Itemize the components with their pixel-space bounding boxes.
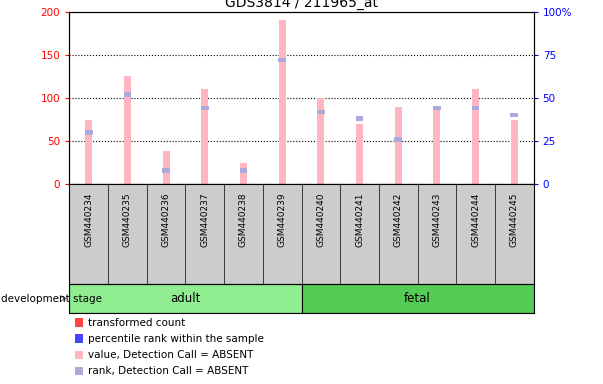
Text: GSM440235: GSM440235 bbox=[123, 192, 132, 247]
Text: GSM440234: GSM440234 bbox=[84, 192, 93, 247]
Bar bbox=[163, 152, 169, 184]
Text: GSM440238: GSM440238 bbox=[239, 192, 248, 247]
Bar bbox=[511, 113, 518, 118]
Bar bbox=[356, 124, 363, 184]
Text: value, Detection Call = ABSENT: value, Detection Call = ABSENT bbox=[88, 350, 253, 360]
Bar bbox=[472, 106, 479, 111]
Bar bbox=[356, 116, 364, 121]
Bar bbox=[434, 107, 440, 184]
Bar bbox=[240, 163, 247, 184]
Bar bbox=[162, 168, 170, 173]
Text: GSM440237: GSM440237 bbox=[200, 192, 209, 247]
Bar bbox=[85, 130, 92, 135]
Bar bbox=[69, 284, 302, 313]
Bar bbox=[317, 98, 324, 184]
Bar bbox=[201, 89, 208, 184]
Text: GSM440244: GSM440244 bbox=[471, 192, 480, 247]
Bar bbox=[511, 119, 518, 184]
Title: GDS3814 / 211965_at: GDS3814 / 211965_at bbox=[225, 0, 378, 10]
Bar bbox=[201, 106, 209, 111]
Text: rank, Detection Call = ABSENT: rank, Detection Call = ABSENT bbox=[88, 366, 248, 376]
Text: adult: adult bbox=[170, 292, 201, 305]
Text: GSM440240: GSM440240 bbox=[317, 192, 326, 247]
Text: fetal: fetal bbox=[404, 292, 431, 305]
Bar bbox=[395, 107, 402, 184]
Text: GSM440241: GSM440241 bbox=[355, 192, 364, 247]
Text: GSM440243: GSM440243 bbox=[432, 192, 441, 247]
Text: GSM440245: GSM440245 bbox=[510, 192, 519, 247]
Bar bbox=[239, 168, 247, 173]
Bar bbox=[279, 58, 286, 62]
Text: GSM440242: GSM440242 bbox=[394, 192, 403, 247]
Text: transformed count: transformed count bbox=[88, 318, 185, 328]
Bar bbox=[302, 284, 534, 313]
Bar bbox=[317, 109, 324, 114]
Text: development stage: development stage bbox=[1, 293, 101, 304]
Bar bbox=[394, 137, 402, 142]
Bar bbox=[279, 20, 286, 184]
Bar bbox=[433, 106, 441, 111]
Bar bbox=[124, 92, 131, 97]
Text: percentile rank within the sample: percentile rank within the sample bbox=[88, 334, 264, 344]
Text: GSM440239: GSM440239 bbox=[277, 192, 286, 247]
Text: GSM440236: GSM440236 bbox=[162, 192, 171, 247]
Bar bbox=[124, 76, 131, 184]
Bar bbox=[472, 89, 479, 184]
Bar bbox=[85, 119, 92, 184]
